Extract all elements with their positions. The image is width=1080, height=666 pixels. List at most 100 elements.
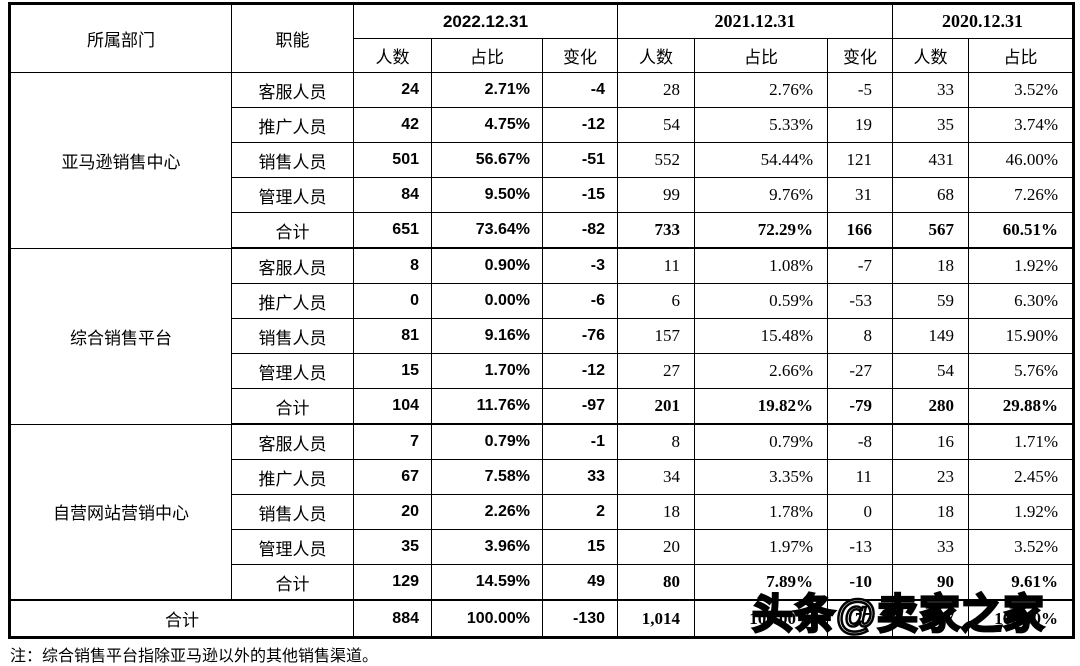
- header-row-dates: 所属部门 职能 2022.12.31 2021.12.31 2020.12.31: [9, 3, 1075, 73]
- grand-total-row: 合计 884 100.00% -130 1,014 100.00% 77 937…: [9, 599, 1075, 638]
- cell-role: 销售人员: [231, 494, 354, 530]
- cell-headcount-2021: 20: [617, 529, 696, 565]
- cell-headcount-2022: 67: [353, 459, 432, 495]
- cell-change-2021: -13: [827, 529, 894, 565]
- header-date-2022: 2022.12.31: [352, 3, 619, 39]
- cell-headcount-2020: 33: [892, 72, 970, 108]
- cell-headcount-2021: 1,014: [617, 599, 696, 638]
- cell-pct-2021: 0.79%: [694, 423, 829, 460]
- table-row: 销售人员 501 56.67% -51 552 54.44% 121 431 4…: [10, 142, 1075, 178]
- header-change-2021: 变化: [827, 38, 894, 73]
- cell-change-2021: 19: [827, 107, 894, 143]
- header-role: 职能: [231, 3, 354, 73]
- cell-change-2021: 8: [827, 318, 894, 354]
- cell-change-2022: -51: [541, 142, 619, 178]
- personnel-table: 所属部门 职能 2022.12.31 2021.12.31 2020.12.31…: [8, 2, 1076, 639]
- footnote: 注：综合销售平台指除亚马逊以外的其他销售渠道。: [10, 648, 379, 665]
- header-headcount-2020: 人数: [892, 38, 970, 73]
- cell-pct-2022: 3.96%: [431, 529, 543, 565]
- cell-pct-2022: 1.70%: [431, 353, 543, 389]
- cell-change-2022: -1: [541, 423, 619, 460]
- cell-headcount-2022: 35: [353, 529, 432, 565]
- cell-department: 亚马逊销售中心: [9, 72, 232, 249]
- cell-pct-2022: 9.50%: [431, 177, 543, 213]
- cell-change-2022: -3: [541, 247, 619, 284]
- cell-pct-2020: 3.52%: [968, 529, 1075, 565]
- cell-headcount-2021: 733: [617, 212, 696, 249]
- cell-pct-2020: 6.30%: [968, 283, 1075, 319]
- cell-headcount-2022: 20: [353, 494, 432, 530]
- cell-change-2021: 166: [827, 212, 894, 249]
- group-subtotal-row: 合计 104 11.76% -97 201 19.82% -79 280 29.…: [10, 388, 1075, 425]
- cell-headcount-2022: 84: [353, 177, 432, 213]
- cell-pct-2020: 100.00%: [968, 599, 1075, 638]
- cell-pct-2021: 0.59%: [694, 283, 829, 319]
- cell-pct-2020: 1.92%: [968, 247, 1075, 284]
- cell-pct-2020: 3.52%: [968, 72, 1075, 108]
- header-pct-2020: 占比: [968, 38, 1075, 73]
- header-pct-2022: 占比: [431, 38, 543, 73]
- cell-pct-2021: 9.76%: [694, 177, 829, 213]
- cell-headcount-2020: 54: [892, 353, 970, 389]
- cell-headcount-2022: 8: [353, 247, 432, 284]
- cell-pct-2022: 2.26%: [431, 494, 543, 530]
- cell-pct-2022: 0.00%: [431, 283, 543, 319]
- table-row: 销售人员 20 2.26% 2 18 1.78% 0 18 1.92%: [10, 494, 1075, 530]
- header-row-subcols: 人数 占比 变化 人数 占比 变化 人数 占比: [10, 38, 1075, 73]
- cell-pct-2022: 73.64%: [431, 212, 543, 249]
- cell-role: 推广人员: [231, 459, 354, 495]
- cell-headcount-2020: 33: [892, 529, 970, 565]
- cell-pct-2020: 29.88%: [968, 388, 1075, 425]
- cell-headcount-2022: 501: [353, 142, 432, 178]
- cell-change-2022: -6: [541, 283, 619, 319]
- cell-headcount-2022: 884: [353, 599, 432, 638]
- cell-change-2022: -97: [541, 388, 619, 425]
- cell-pct-2020: 46.00%: [968, 142, 1075, 178]
- cell-headcount-2022: 7: [353, 423, 432, 460]
- cell-change-2022: -4: [541, 72, 619, 108]
- header-date-2021: 2021.12.31: [617, 3, 894, 39]
- cell-role: 合计: [231, 564, 354, 601]
- table-row: 综合销售平台 客服人员 8 0.90% -3 11 1.08% -7 18 1.…: [9, 247, 1075, 425]
- cell-headcount-2022: 42: [353, 107, 432, 143]
- cell-role: 客服人员: [231, 247, 354, 284]
- cell-headcount-2020: 68: [892, 177, 970, 213]
- cell-change-2022: 33: [541, 459, 619, 495]
- cell-role: 管理人员: [231, 353, 354, 389]
- cell-headcount-2020: 35: [892, 107, 970, 143]
- cell-change-2021: 11: [827, 459, 894, 495]
- cell-change-2022: -15: [541, 177, 619, 213]
- header-date-2020: 2020.12.31: [892, 3, 1075, 39]
- cell-pct-2022: 56.67%: [431, 142, 543, 178]
- cell-pct-2022: 0.90%: [431, 247, 543, 284]
- cell-change-2021: 121: [827, 142, 894, 178]
- cell-change-2021: 31: [827, 177, 894, 213]
- header-department: 所属部门: [9, 3, 232, 73]
- cell-headcount-2022: 24: [353, 72, 432, 108]
- cell-headcount-2021: 27: [617, 353, 696, 389]
- header-change-2022: 变化: [541, 38, 619, 73]
- cell-headcount-2022: 129: [353, 564, 432, 601]
- table-row: 管理人员 15 1.70% -12 27 2.66% -27 54 5.76%: [10, 353, 1075, 389]
- cell-headcount-2021: 34: [617, 459, 696, 495]
- cell-role: 客服人员: [231, 72, 354, 108]
- cell-change-2021: -8: [827, 423, 894, 460]
- cell-headcount-2020: 280: [892, 388, 970, 425]
- header-pct-2021: 占比: [694, 38, 829, 73]
- cell-change-2021: -5: [827, 72, 894, 108]
- cell-role: 管理人员: [231, 177, 354, 213]
- cell-change-2022: -12: [541, 107, 619, 143]
- cell-headcount-2020: 23: [892, 459, 970, 495]
- cell-headcount-2021: 552: [617, 142, 696, 178]
- cell-headcount-2021: 18: [617, 494, 696, 530]
- cell-role: 销售人员: [231, 142, 354, 178]
- cell-headcount-2021: 157: [617, 318, 696, 354]
- cell-pct-2021: 2.66%: [694, 353, 829, 389]
- cell-pct-2020: 5.76%: [968, 353, 1075, 389]
- cell-headcount-2021: 6: [617, 283, 696, 319]
- cell-change-2022: -76: [541, 318, 619, 354]
- cell-pct-2021: 7.89%: [694, 564, 829, 601]
- cell-change-2021: -10: [827, 564, 894, 601]
- cell-pct-2021: 100.00%: [694, 599, 829, 638]
